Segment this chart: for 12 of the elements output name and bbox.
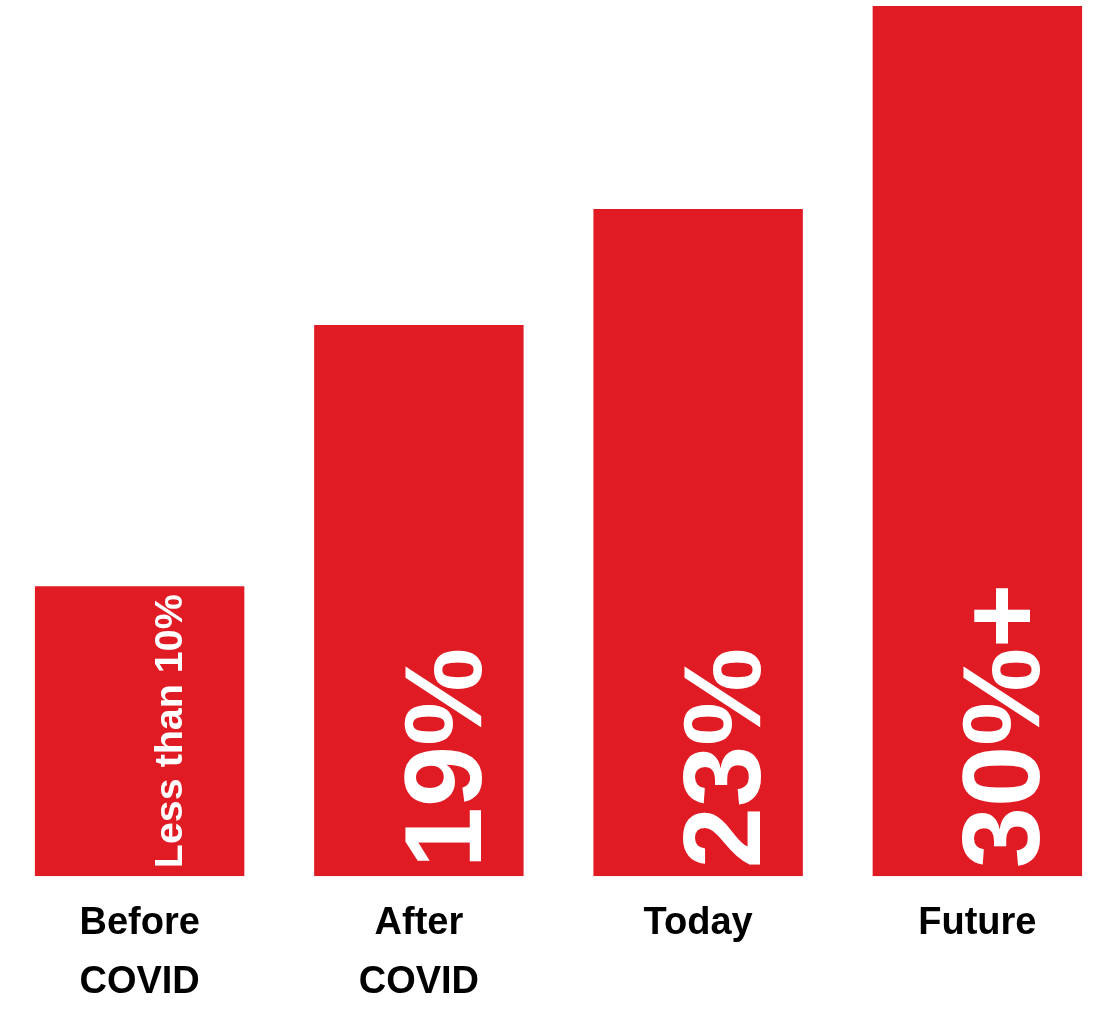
x-tick-label: Before COVID: [79, 900, 200, 1002]
x-tick-label: Today: [643, 900, 753, 943]
data-label: 23%: [659, 648, 783, 869]
bar: [34, 586, 245, 877]
data-label: 19%: [380, 648, 504, 869]
data-label: 30%+: [939, 583, 1063, 869]
x-tick-label: Future: [918, 900, 1037, 943]
x-tick-label: After COVID: [358, 900, 480, 1002]
bar: [314, 325, 524, 877]
bar: [593, 209, 803, 877]
data-label: Less than 10%: [145, 594, 190, 869]
bar: [872, 6, 1083, 877]
